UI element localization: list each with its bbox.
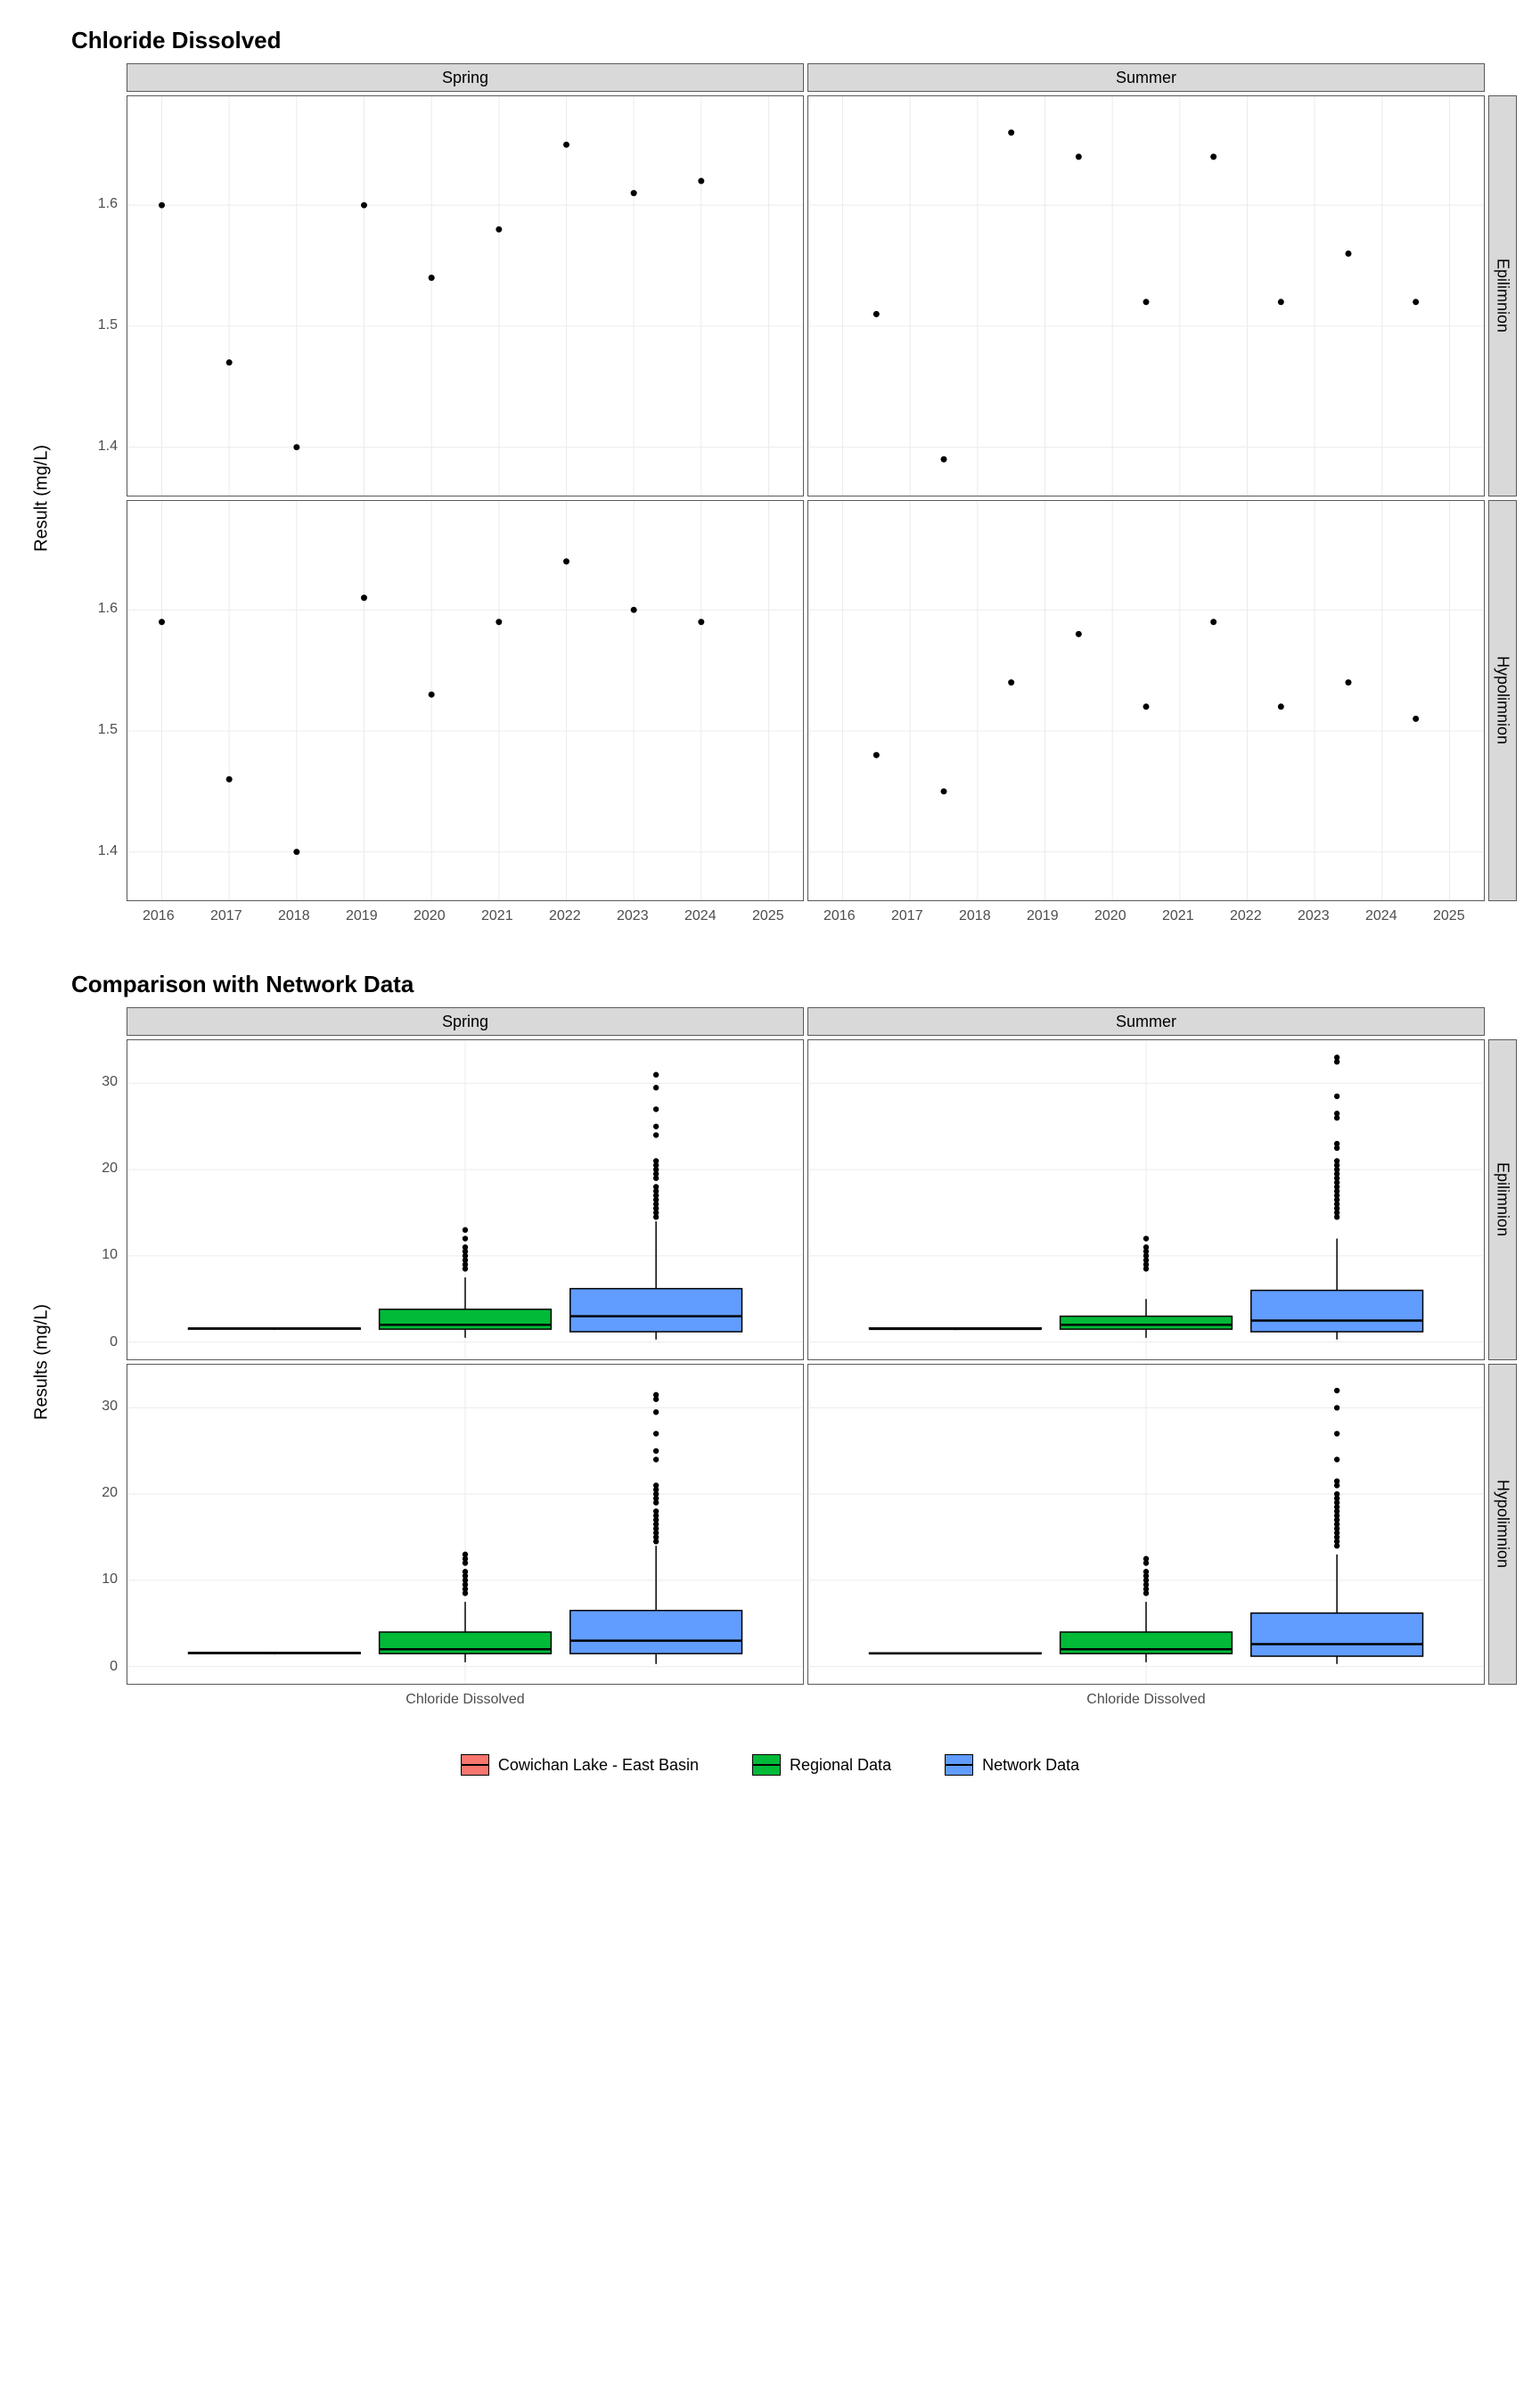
legend-item: Cowichan Lake - East Basin — [461, 1754, 699, 1776]
row-strip: Epilimnion — [1488, 95, 1517, 496]
legend-label: Cowichan Lake - East Basin — [498, 1756, 699, 1775]
scatter-panel — [127, 500, 804, 901]
y-axis: 1.41.51.6 — [61, 95, 123, 496]
scatter-figure: Chloride Dissolved Result (mg/L) SpringSu… — [27, 27, 1513, 935]
y-axis: 0102030 — [61, 1364, 123, 1685]
col-strip: Spring — [127, 63, 804, 92]
legend-label: Network Data — [982, 1756, 1079, 1775]
boxplot-title: Comparison with Network Data — [71, 971, 1513, 998]
boxplot-ylabel: Results (mg/L) — [27, 1039, 57, 1685]
row-strip: Hypolimnion — [1488, 1364, 1517, 1685]
legend-swatch — [752, 1754, 781, 1776]
boxplot-facet-grid: Results (mg/L)SpringSummer0102030Epilimn… — [27, 1007, 1513, 1719]
scatter-ylabel: Result (mg/L) — [27, 95, 57, 901]
x-axis-label: Chloride Dissolved — [127, 1688, 804, 1719]
y-axis: 0102030 — [61, 1039, 123, 1360]
scatter-title: Chloride Dissolved — [71, 27, 1513, 54]
legend-item: Regional Data — [752, 1754, 891, 1776]
legend-swatch — [945, 1754, 973, 1776]
x-axis: 2016201720182019202020212022202320242025 — [807, 905, 1485, 935]
boxplot-panel — [127, 1039, 804, 1360]
legend-swatch — [461, 1754, 489, 1776]
legend-label: Regional Data — [790, 1756, 891, 1775]
x-axis-label: Chloride Dissolved — [807, 1688, 1485, 1719]
boxplot-panel — [127, 1364, 804, 1685]
boxplot-panel — [807, 1364, 1485, 1685]
boxplot-panel — [807, 1039, 1485, 1360]
scatter-panel — [807, 95, 1485, 496]
legend: Cowichan Lake - East Basin Regional Data N… — [27, 1754, 1513, 1776]
row-strip: Epilimnion — [1488, 1039, 1517, 1360]
boxplot-figure: Comparison with Network Data Results (mg… — [27, 971, 1513, 1719]
scatter-facet-grid: Result (mg/L)SpringSummer1.41.51.6Epilim… — [27, 63, 1513, 935]
x-axis: 2016201720182019202020212022202320242025 — [127, 905, 804, 935]
y-axis: 1.41.51.6 — [61, 500, 123, 901]
scatter-panel — [127, 95, 804, 496]
col-strip: Spring — [127, 1007, 804, 1036]
legend-item: Network Data — [945, 1754, 1079, 1776]
scatter-panel — [807, 500, 1485, 901]
col-strip: Summer — [807, 63, 1485, 92]
row-strip: Hypolimnion — [1488, 500, 1517, 901]
col-strip: Summer — [807, 1007, 1485, 1036]
